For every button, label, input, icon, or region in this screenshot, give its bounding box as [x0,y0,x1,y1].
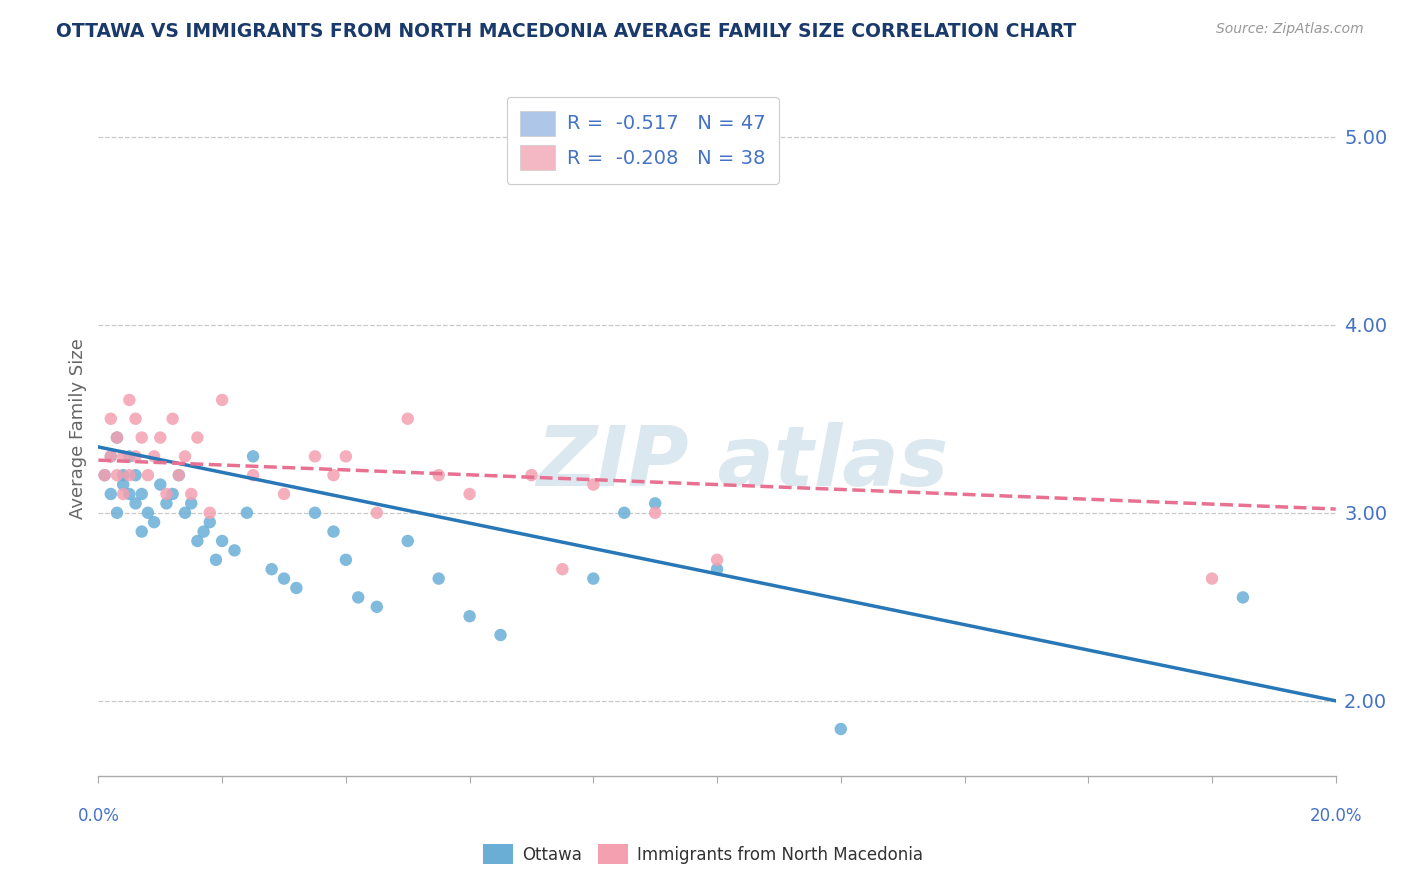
Legend: Ottawa, Immigrants from North Macedonia: Ottawa, Immigrants from North Macedonia [477,838,929,871]
Point [162,411,184,425]
Point [304,450,326,464]
Point [136,506,159,520]
Point [322,468,344,483]
Point [224,543,246,558]
Point [149,477,172,491]
Point [205,553,228,567]
Point [366,599,388,614]
Point [551,562,574,576]
Point [100,450,122,464]
Point [143,450,166,464]
Point [335,450,357,464]
Point [1232,591,1254,605]
Point [112,450,135,464]
Point [347,591,370,605]
Point [180,487,202,501]
Point [131,431,153,445]
Point [118,487,141,501]
Point [644,506,666,520]
Point [458,609,481,624]
Point [124,411,146,425]
Point [105,431,128,445]
Point [112,487,135,501]
Point [131,487,153,501]
Text: 20.0%: 20.0% [1309,807,1362,825]
Point [124,496,146,510]
Point [149,431,172,445]
Point [93,468,115,483]
Point [236,506,259,520]
Point [198,506,221,520]
Point [100,450,122,464]
Point [644,496,666,510]
Point [273,487,295,501]
Point [211,533,233,548]
Point [131,524,153,539]
Point [198,515,221,529]
Text: Source: ZipAtlas.com: Source: ZipAtlas.com [1216,22,1364,37]
Point [112,477,135,491]
Point [458,487,481,501]
Y-axis label: Average Family Size: Average Family Size [69,338,87,518]
Point [93,468,115,483]
Point [118,450,141,464]
Point [582,477,605,491]
Point [706,553,728,567]
Point [242,468,264,483]
Point [186,431,208,445]
Point [285,581,308,595]
Point [613,506,636,520]
Point [830,722,852,736]
Point [124,450,146,464]
Point [105,468,128,483]
Point [174,450,197,464]
Point [366,506,388,520]
Point [396,411,419,425]
Point [582,572,605,586]
Text: 0.0%: 0.0% [77,807,120,825]
Point [180,496,202,510]
Legend: R =  -0.517   N = 47, R =  -0.208   N = 38: R = -0.517 N = 47, R = -0.208 N = 38 [506,97,779,184]
Point [100,411,122,425]
Point [335,553,357,567]
Point [155,487,177,501]
Point [112,468,135,483]
Point [427,468,450,483]
Point [105,506,128,520]
Text: ZIP atlas: ZIP atlas [536,423,948,503]
Point [118,468,141,483]
Point [211,392,233,407]
Point [322,524,344,539]
Point [427,572,450,586]
Point [489,628,512,642]
Text: OTTAWA VS IMMIGRANTS FROM NORTH MACEDONIA AVERAGE FAMILY SIZE CORRELATION CHART: OTTAWA VS IMMIGRANTS FROM NORTH MACEDONI… [56,22,1077,41]
Point [162,487,184,501]
Point [155,496,177,510]
Point [136,468,159,483]
Point [167,468,190,483]
Point [242,450,264,464]
Point [396,533,419,548]
Point [118,392,141,407]
Point [100,487,122,501]
Point [520,468,543,483]
Point [105,431,128,445]
Point [273,572,295,586]
Point [193,524,215,539]
Point [1201,572,1223,586]
Point [167,468,190,483]
Point [706,562,728,576]
Point [304,506,326,520]
Point [186,533,208,548]
Point [143,515,166,529]
Point [260,562,283,576]
Point [174,506,197,520]
Point [124,468,146,483]
